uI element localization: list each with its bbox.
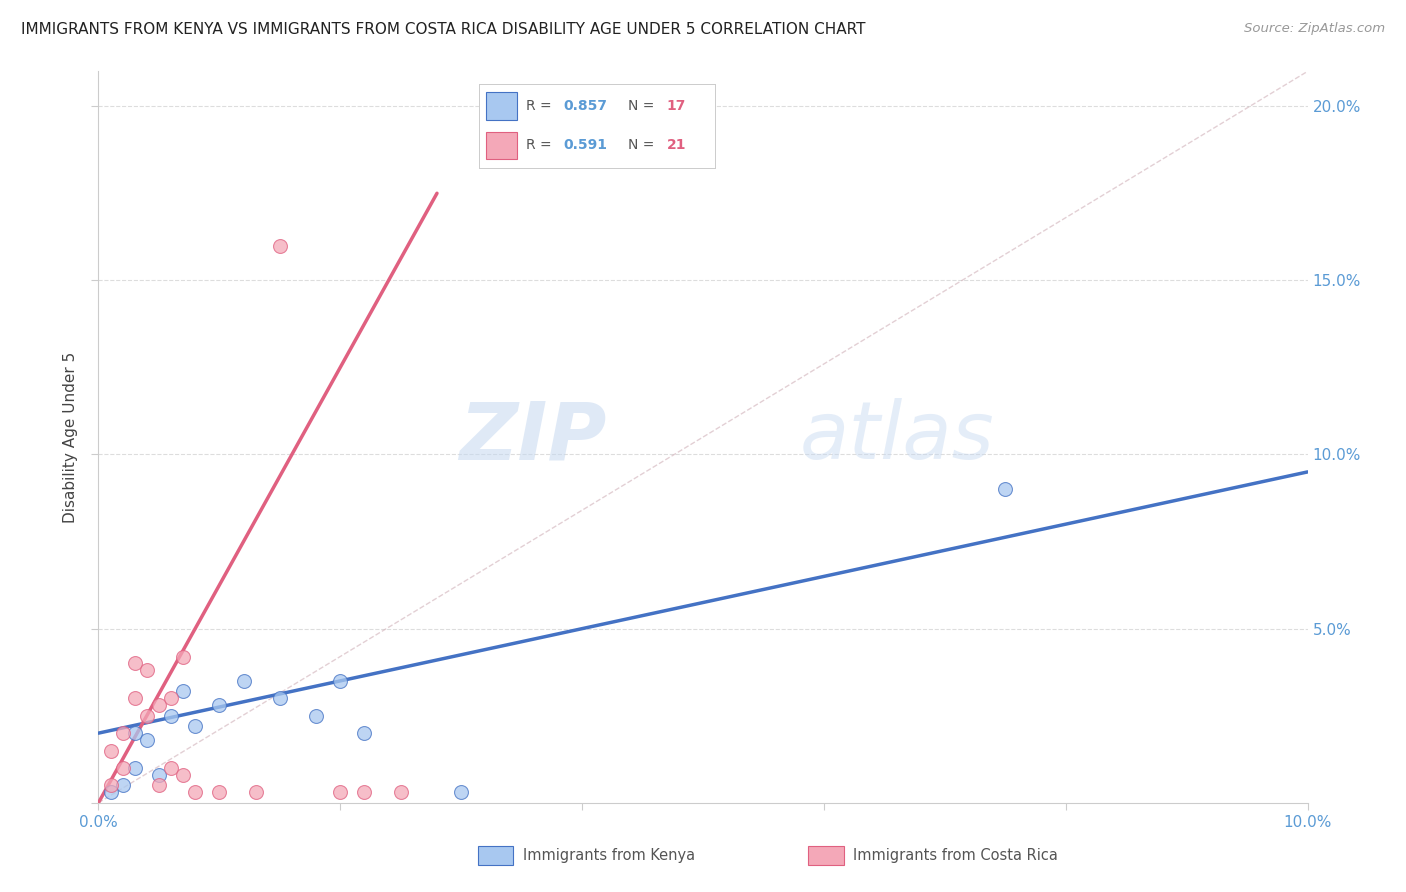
Point [172,768,194,782]
Point [111,761,134,775]
Point [135,664,157,678]
Point [100,778,122,792]
Point [353,726,375,740]
Point [329,673,352,688]
Point [389,785,412,799]
Text: ZIP: ZIP [458,398,606,476]
Point [124,657,146,671]
Point [245,785,267,799]
Point [111,726,134,740]
Point [269,691,291,706]
Point [160,761,183,775]
Text: IMMIGRANTS FROM KENYA VS IMMIGRANTS FROM COSTA RICA DISABILITY AGE UNDER 5 CORRE: IMMIGRANTS FROM KENYA VS IMMIGRANTS FROM… [21,22,866,37]
Point [172,684,194,698]
Point [353,785,375,799]
Point [232,673,254,688]
Text: atlas: atlas [800,398,994,476]
Point [269,238,291,252]
Point [148,768,170,782]
Point [148,698,170,713]
Point [994,483,1017,497]
Text: Immigrants from Kenya: Immigrants from Kenya [523,848,695,863]
Point [160,691,183,706]
Point [135,708,157,723]
Point [184,785,207,799]
Point [100,785,122,799]
Point [208,698,231,713]
Point [124,691,146,706]
Text: Immigrants from Costa Rica: Immigrants from Costa Rica [853,848,1059,863]
Point [160,708,183,723]
Point [124,761,146,775]
Point [184,719,207,733]
Point [111,778,134,792]
Y-axis label: Disability Age Under 5: Disability Age Under 5 [63,351,77,523]
Point [124,726,146,740]
Point [172,649,194,664]
Point [135,733,157,747]
Point [329,785,352,799]
Point [208,785,231,799]
Point [305,708,328,723]
Point [100,743,122,757]
Point [148,778,170,792]
Text: Source: ZipAtlas.com: Source: ZipAtlas.com [1244,22,1385,36]
Point [450,785,472,799]
